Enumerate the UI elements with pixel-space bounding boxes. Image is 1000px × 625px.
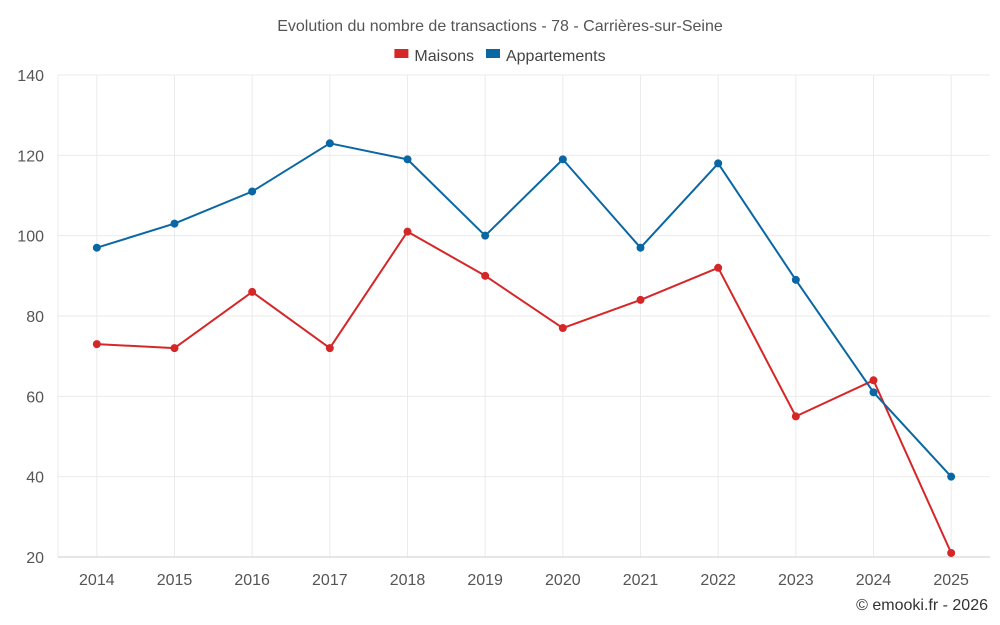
x-tick-label: 2015 [157, 572, 193, 589]
data-point [248, 287, 257, 296]
credit-text: © emooki.fr - 2026 [856, 597, 988, 614]
y-tick-label: 140 [17, 68, 44, 85]
data-point [92, 340, 101, 349]
x-tick-label: 2017 [312, 572, 348, 589]
data-point [869, 388, 878, 397]
data-point [170, 344, 179, 353]
data-point [947, 548, 956, 557]
chart-title: Evolution du nombre de transactions - 78… [277, 18, 723, 35]
data-point [558, 324, 567, 333]
data-point [869, 376, 878, 385]
legend: Maisons Appartements [394, 48, 606, 65]
legend-swatch-appartements [485, 49, 500, 58]
data-point [403, 227, 412, 236]
x-tick-label: 2018 [390, 572, 426, 589]
data-point [248, 187, 257, 196]
data-point [636, 243, 645, 252]
data-point [325, 139, 334, 148]
data-point [791, 412, 800, 421]
data-point [481, 271, 490, 280]
series-appartements [92, 139, 956, 481]
series-line-appartements [96, 142, 952, 478]
series-layer [92, 139, 956, 557]
grid [57, 74, 990, 558]
series-maisons [92, 227, 956, 557]
x-tick-label: 2020 [545, 572, 581, 589]
x-tick-label: 2024 [856, 572, 892, 589]
y-tick-label: 120 [17, 148, 44, 165]
series-line-maisons [96, 230, 953, 554]
x-tick-label: 2014 [79, 572, 115, 589]
x-tick-label: 2016 [234, 572, 270, 589]
y-tick-label: 80 [26, 309, 44, 326]
data-point [791, 275, 800, 284]
data-point [403, 155, 412, 164]
data-point [325, 344, 334, 353]
data-point [947, 472, 956, 481]
y-tick-label: 100 [17, 229, 44, 246]
x-tick-label: 2019 [467, 572, 503, 589]
data-point [92, 243, 101, 252]
data-point [558, 155, 567, 164]
y-tick-label: 20 [26, 550, 44, 567]
data-point [714, 159, 723, 168]
y-axis-ticks: 20 40 60 80 100 120 140 [17, 68, 44, 567]
data-point [481, 231, 490, 240]
x-tick-label: 2023 [778, 572, 814, 589]
x-axis-ticks: 2014 2015 2016 2017 2018 2019 2020 2021 2022 2023… [79, 572, 969, 589]
data-point [714, 263, 723, 272]
y-tick-label: 60 [26, 389, 44, 406]
x-tick-label: 2025 [933, 572, 969, 589]
legend-label-appartements: Appartements [506, 48, 606, 65]
y-tick-label: 40 [26, 470, 44, 487]
legend-swatch-maisons [394, 49, 409, 58]
x-tick-label: 2021 [623, 572, 659, 589]
data-point [170, 219, 179, 228]
x-tick-label: 2022 [700, 572, 736, 589]
legend-label-maisons: Maisons [414, 48, 474, 65]
data-point [636, 295, 645, 304]
